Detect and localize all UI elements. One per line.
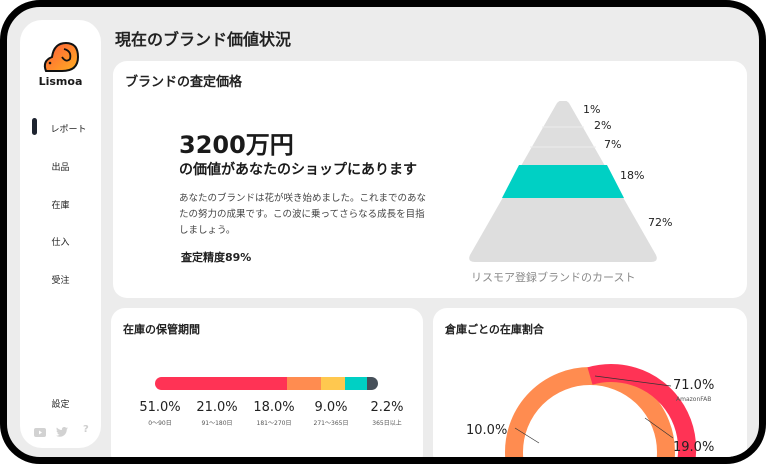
tier-label: 2% (594, 119, 612, 132)
app-name: Lismoa (38, 75, 83, 88)
storage-stat: 51.0% 0〜90日 (139, 400, 181, 427)
sidebar-item-report[interactable]: レポート (50, 125, 87, 135)
donut-label: 19.0% (673, 440, 715, 455)
bar-segment (344, 377, 367, 390)
tier-label: 1% (583, 103, 601, 116)
card-title: ブランドの査定価格 (125, 75, 243, 90)
valuation-accuracy: 査定精度89% (181, 251, 252, 264)
storage-stat: 18.0% 181〜270日 (253, 400, 295, 427)
sidebar-item-orders[interactable]: 受注 (51, 276, 70, 286)
help-icon[interactable]: ? (83, 424, 89, 435)
sidebar-item-inventory[interactable]: 在庫 (51, 201, 70, 211)
pyramid-highlight-tier (502, 165, 624, 198)
valuation-amount: 3200万円 (179, 131, 294, 159)
tier-label: 72% (648, 216, 673, 229)
active-indicator (32, 118, 37, 135)
tier-label: 7% (604, 138, 622, 151)
warehouse-donut-chart (505, 364, 697, 457)
storage-stacked-bar (155, 377, 378, 390)
page-title: 現在のブランド価値状況 (115, 30, 292, 49)
donut-label: 71.0% (673, 378, 715, 393)
valuation-subhead: の価値があなたのショップにあります (179, 162, 417, 178)
sidebar-item-purchase[interactable]: 仕入 (51, 238, 70, 248)
storage-stat: 2.2% 365日以上 (370, 400, 404, 427)
storage-stat: 21.0% 91〜180日 (196, 400, 238, 427)
youtube-icon[interactable] (34, 428, 46, 437)
bar-segment (366, 377, 378, 390)
caste-pyramid-chart (469, 101, 657, 262)
pyramid-caption: リスモア登録ブランドのカースト (471, 271, 636, 284)
sidebar: Lismoa レポート 出品 在庫 仕入 受注 設定 ? (20, 20, 101, 448)
donut-label: 10.0% (466, 423, 508, 438)
tier-label: 18% (620, 169, 645, 182)
sidebar-item-settings[interactable]: 設定 (51, 400, 70, 410)
card-title: 倉庫ごとの在庫割合 (445, 323, 544, 336)
donut-sublabel: AmazonFAB (676, 396, 712, 403)
bar-segment (321, 377, 345, 390)
lismoa-logo-icon (43, 41, 80, 72)
brand-valuation-card: ブランドの査定価格 3200万円 の価値があなたのショップにあります あなたのブ… (113, 61, 747, 298)
twitter-icon[interactable] (56, 427, 68, 437)
valuation-description: あなたのブランドは花が咲き始めました。これまでのあなたの努力の成果です。この波に… (179, 193, 427, 236)
sidebar-item-listing[interactable]: 出品 (51, 163, 70, 173)
storage-stat: 9.0% 271〜365日 (313, 400, 349, 427)
card-title: 在庫の保管期間 (123, 323, 200, 336)
bar-segment (286, 377, 322, 390)
bar-segment (155, 377, 287, 390)
storage-period-card: 在庫の保管期間 51.0% 0〜90日 21.0% 91〜180日 18.0% 181… (111, 308, 423, 457)
warehouse-ratio-card: 倉庫ごとの在庫割合 71.0% AmazonFAB 19.0% 10.0% (433, 308, 747, 457)
